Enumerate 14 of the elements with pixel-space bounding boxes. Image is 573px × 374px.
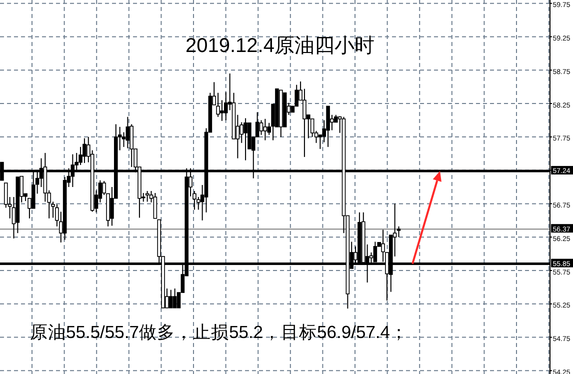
candlestick (244, 118, 248, 161)
candlestick (82, 138, 86, 164)
candlestick (302, 88, 306, 158)
candlestick (153, 192, 158, 219)
candlestick (145, 190, 150, 202)
candlestick (216, 92, 220, 118)
candlestick (172, 288, 177, 308)
title: 2019.12.4原油四小时 (186, 35, 374, 57)
annotation: 原油55.5/55.7做多，止损55.2，目标56.9/57.4； (30, 322, 408, 342)
candlestick (310, 118, 314, 138)
candlestick (168, 289, 173, 308)
candlestick (126, 116, 130, 149)
candlestick (220, 100, 224, 122)
candlestick (263, 118, 268, 141)
